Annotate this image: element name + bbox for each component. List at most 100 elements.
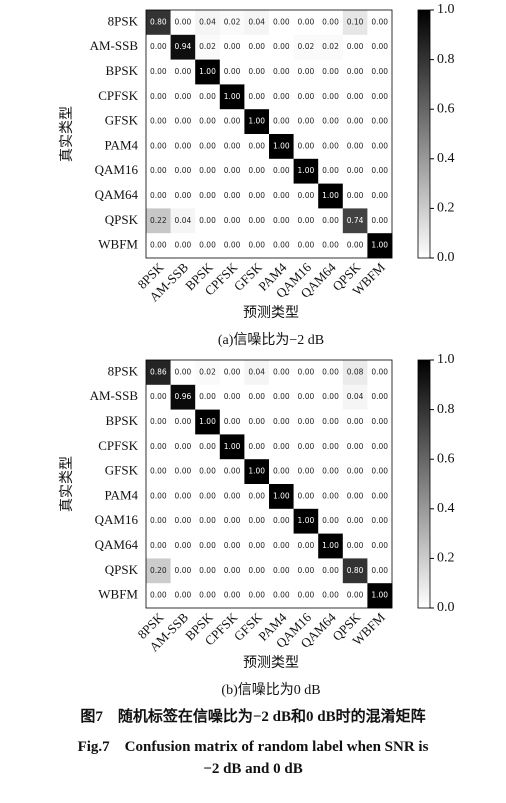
cell-label: 0.02 (322, 42, 339, 51)
colorbar-tick-label: 0.2 (437, 551, 455, 566)
cell-label: 0.00 (371, 191, 388, 200)
cell (219, 459, 245, 485)
cell-label: 0.00 (347, 191, 364, 200)
cell (146, 360, 171, 386)
cell (195, 434, 221, 460)
colorbar-tick-label: 0.8 (437, 402, 455, 417)
cell (219, 134, 245, 160)
cell-label: 1.00 (371, 591, 388, 600)
cell (269, 409, 294, 435)
cell (244, 459, 270, 485)
cell-label: 1.00 (248, 467, 265, 476)
cell (170, 109, 196, 135)
cell (269, 558, 294, 584)
cell-label: 0.00 (347, 42, 364, 51)
cell (244, 533, 270, 559)
cell-label: 1.00 (248, 117, 265, 126)
colorbar-tick-label: 0.8 (437, 52, 455, 67)
cell (342, 134, 368, 160)
cell-label: 0.00 (273, 166, 290, 175)
cell-label: 0.00 (273, 191, 290, 200)
cell (244, 233, 270, 259)
cell (318, 409, 344, 435)
cell (367, 384, 393, 410)
cell (219, 409, 245, 435)
cell-label: 0.00 (175, 67, 192, 76)
cell (318, 434, 344, 460)
cell (244, 484, 270, 510)
cell (342, 360, 368, 386)
cell-label: 0.00 (150, 417, 167, 426)
colorbar-tick-label: 0.2 (437, 201, 455, 216)
cell-label: 0.80 (347, 566, 364, 575)
cell (293, 10, 319, 36)
cell (269, 533, 294, 559)
cell-label: 0.00 (322, 566, 339, 575)
cell-label: 0.00 (273, 67, 290, 76)
cell-label: 0.00 (224, 42, 241, 51)
x-axis-label: 预测类型 (243, 655, 299, 671)
colorbar-tick-label: 0.4 (437, 151, 455, 166)
cell (195, 558, 221, 584)
cell (170, 533, 196, 559)
cell (367, 434, 393, 460)
y-tick-label: GFSK (105, 463, 139, 478)
cell-label: 0.00 (248, 92, 265, 101)
cell (146, 183, 171, 209)
cell-label: 0.20 (150, 566, 167, 575)
cell-label: 0.00 (322, 92, 339, 101)
cell-label: 0.00 (199, 566, 216, 575)
cell-label: 0.00 (298, 117, 315, 126)
cell (269, 233, 294, 259)
cell (170, 583, 196, 609)
matrix-frame (145, 359, 393, 609)
cell-label: 0.00 (298, 367, 315, 376)
cell-label: 0.00 (175, 442, 192, 451)
cell (170, 484, 196, 510)
cell-label: 0.00 (322, 491, 339, 500)
cell-label: 0.00 (175, 417, 192, 426)
cell-label: 0.00 (199, 442, 216, 451)
cell-label: 0.00 (273, 541, 290, 550)
cell-label: 0.00 (273, 17, 290, 26)
cell-label: 0.04 (248, 367, 265, 376)
cell-label: 0.00 (322, 392, 339, 401)
cell-label: 0.00 (199, 166, 216, 175)
cell-label: 0.00 (322, 442, 339, 451)
cell (244, 109, 270, 135)
cell-label: 0.00 (248, 541, 265, 550)
cell-label: 0.00 (224, 541, 241, 550)
cell (318, 384, 344, 410)
cell (318, 558, 344, 584)
cell (195, 84, 221, 110)
cell (293, 409, 319, 435)
cell (244, 84, 270, 110)
cell (195, 409, 221, 435)
cell (146, 533, 171, 559)
cell (195, 134, 221, 160)
cell (219, 508, 245, 534)
cell (367, 84, 393, 110)
cell-label: 0.00 (150, 166, 167, 175)
cell-label: 0.00 (298, 216, 315, 225)
cell (367, 183, 393, 209)
cell (342, 158, 368, 184)
cell (269, 360, 294, 386)
cell (293, 508, 319, 534)
cell-label: 0.00 (224, 141, 241, 150)
cell (318, 459, 344, 485)
cell (367, 233, 393, 259)
cell-label: 0.00 (347, 491, 364, 500)
cell (367, 134, 393, 160)
subtitle: (b)信噪比为0 dB (221, 682, 320, 698)
cell (269, 508, 294, 534)
colorbar-tick-label: 1.0 (437, 352, 455, 367)
y-tick-label: 8PSK (108, 13, 139, 28)
cell-label: 0.00 (175, 117, 192, 126)
cell-label: 0.00 (199, 392, 216, 401)
cell (219, 558, 245, 584)
cell-label: 0.00 (224, 417, 241, 426)
cell-label: 0.00 (347, 166, 364, 175)
cell-label: 0.00 (298, 92, 315, 101)
cell-label: 0.00 (371, 541, 388, 550)
